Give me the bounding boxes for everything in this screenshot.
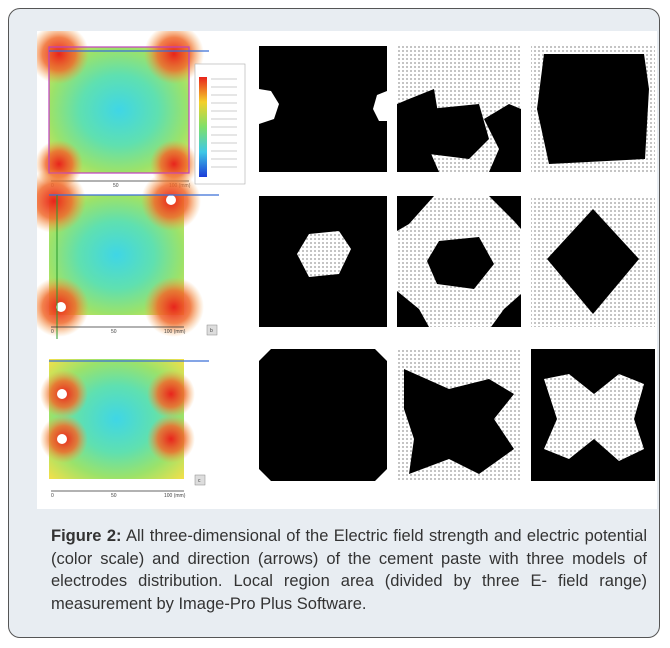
axis-label: 0 bbox=[51, 329, 54, 335]
panel-label: b bbox=[210, 328, 213, 334]
axis-label: 100 (mm) bbox=[164, 329, 186, 335]
figure-image: 0 50 100 (mm) 0 50 100 (mm) b 0 50 100 (… bbox=[37, 31, 657, 509]
axis-label: 0 bbox=[51, 493, 54, 499]
caption-label: Figure 2: bbox=[51, 527, 122, 545]
axis-label: 50 bbox=[113, 183, 119, 189]
axis-label: 50 bbox=[111, 493, 117, 499]
axis-label: 50 bbox=[111, 329, 117, 335]
figure-frame: 0 50 100 (mm) 0 50 100 (mm) b 0 50 100 (… bbox=[8, 8, 660, 638]
caption: Figure 2: All three-dimensional of the E… bbox=[51, 525, 647, 615]
axis-label: 100 (mm) bbox=[164, 493, 186, 499]
caption-text: All three-dimensional of the Electric fi… bbox=[51, 527, 647, 613]
